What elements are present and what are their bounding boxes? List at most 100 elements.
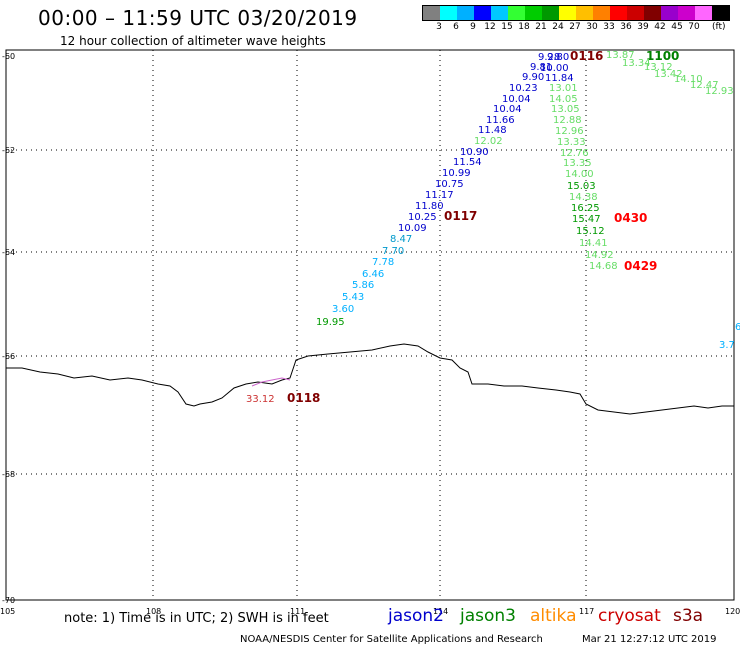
graticule bbox=[6, 50, 734, 600]
cryosat-track-segment bbox=[251, 377, 291, 387]
legend-swatch bbox=[440, 6, 457, 20]
map-title: 00:00 – 11:59 UTC 03/20/2019 bbox=[38, 6, 358, 30]
legend-swatch bbox=[491, 6, 508, 20]
lat-label: -66 bbox=[2, 352, 15, 361]
legend-label: 21 bbox=[535, 22, 547, 32]
wave-value: 7.78 bbox=[372, 257, 394, 268]
legend-swatch bbox=[457, 6, 474, 20]
wave-value: 12.47 bbox=[690, 80, 719, 91]
color-legend bbox=[422, 5, 730, 21]
legend-label: 9 bbox=[470, 22, 476, 32]
wave-value: 13.12 bbox=[644, 62, 673, 73]
wave-value: 9.28 bbox=[538, 52, 560, 63]
wave-value: 15.12 bbox=[576, 226, 605, 237]
legend-label: 6 bbox=[453, 22, 459, 32]
generated-timestamp: Mar 21 12:27:12 UTC 2019 bbox=[582, 634, 717, 645]
wave-value: 12.93 bbox=[705, 86, 734, 97]
legend-label: 42 bbox=[654, 22, 666, 32]
wave-value: 14.41 bbox=[579, 238, 608, 249]
wave-value: 14.05 bbox=[549, 94, 578, 105]
lon-label: 117 bbox=[579, 607, 594, 616]
satellite-altika: altika bbox=[530, 606, 577, 626]
legend-swatch bbox=[593, 6, 610, 20]
lat-label: -70 bbox=[2, 596, 15, 605]
map-subtitle: 12 hour collection of altimeter wave hei… bbox=[60, 34, 326, 48]
track-label: 0430 bbox=[614, 211, 647, 225]
legend-swatch bbox=[644, 6, 661, 20]
legend-swatch bbox=[610, 6, 627, 20]
lon-label: 114 bbox=[433, 607, 448, 616]
wave-value: 13.34 bbox=[622, 58, 651, 69]
wave-value: 11.80 bbox=[415, 201, 444, 212]
wave-value: 10.04 bbox=[493, 104, 522, 115]
antarctic-coastline bbox=[6, 343, 734, 415]
wave-value: 12.96 bbox=[555, 126, 584, 137]
lon-axis-labels: 105 108 111 114 117 120 bbox=[0, 607, 740, 616]
map-frame bbox=[5, 49, 735, 601]
satellite-jason3: jason3 bbox=[460, 606, 516, 626]
legend-label: 36 bbox=[620, 22, 632, 32]
wave-value: 11.66 bbox=[486, 115, 515, 126]
track-label: 0429 bbox=[624, 259, 657, 273]
footer-note: note: 1) Time is in UTC; 2) SWH is in fe… bbox=[64, 611, 329, 626]
credit-line: NOAA/NESDIS Center for Satellite Applica… bbox=[240, 634, 543, 645]
wave-value: 11.48 bbox=[478, 125, 507, 136]
wave-value: 11.84 bbox=[545, 73, 574, 84]
legend-swatch bbox=[695, 6, 712, 20]
legend-swatch bbox=[542, 6, 559, 20]
legend-unit: (ft) bbox=[712, 22, 726, 32]
satellite-cryosat: cryosat bbox=[598, 606, 661, 626]
legend-swatch bbox=[576, 6, 593, 20]
legend-label: 3 bbox=[436, 22, 442, 32]
wave-value: 13.33 bbox=[557, 137, 586, 148]
wave-value: 13.42 bbox=[654, 69, 683, 80]
legend-label: 70 bbox=[688, 22, 700, 32]
lat-axis-labels: -60 -62 -64 -66 -68 -70 bbox=[2, 52, 15, 605]
wave-value: 13.05 bbox=[551, 104, 580, 115]
wave-value: 7.70 bbox=[382, 246, 404, 257]
satellite-jason2: jason2 bbox=[388, 606, 444, 626]
wave-value: 3.60 bbox=[332, 304, 354, 315]
wave-value: 10.09 bbox=[398, 223, 427, 234]
wave-value: 10.23 bbox=[509, 83, 538, 94]
wave-value: 5.86 bbox=[352, 280, 374, 291]
legend-swatch bbox=[474, 6, 491, 20]
wave-value: 10.04 bbox=[502, 94, 531, 105]
wave-value: 13.87 bbox=[606, 50, 635, 61]
legend-label: 45 bbox=[671, 22, 683, 32]
wave-value: 13.35 bbox=[563, 158, 592, 169]
track-label: 0117 bbox=[444, 209, 477, 223]
wave-value: 13.01 bbox=[549, 83, 578, 94]
legend-label: 24 bbox=[552, 22, 564, 32]
legend-label: 33 bbox=[603, 22, 615, 32]
track-labels: 0116 1100 0117 0430 0429 0118 bbox=[287, 49, 679, 405]
track-label: 0118 bbox=[287, 391, 320, 405]
legend-swatch bbox=[508, 6, 525, 20]
jason3-light-values: 13.87 13.34 13.12 13.42 14.10 12.47 12.9… bbox=[474, 50, 734, 147]
lat-label: -62 bbox=[2, 146, 15, 155]
track-label: 0116 bbox=[570, 49, 603, 63]
wave-value: 10.00 bbox=[540, 63, 569, 74]
legend-labels: 3 6 9 12 15 18 21 24 27 30 33 36 39 42 45 70 (ft) bbox=[422, 22, 728, 34]
wave-value: 12.88 bbox=[553, 115, 582, 126]
wave-value: 9.81 bbox=[530, 62, 552, 73]
lon-label: 105 bbox=[0, 607, 15, 616]
wave-value: 5.43 bbox=[342, 292, 364, 303]
wave-value: 19.95 bbox=[316, 317, 345, 328]
lon-label: 108 bbox=[146, 607, 161, 616]
wave-value: 6 bbox=[735, 322, 740, 333]
lat-label: -68 bbox=[2, 470, 15, 479]
wave-value: 6.46 bbox=[362, 269, 384, 280]
legend-swatch bbox=[423, 6, 440, 20]
jason2-values: 9.28 9.80 9.81 10.00 9.90 11.84 10.23 10… bbox=[332, 52, 574, 315]
wave-value: 9.80 bbox=[547, 52, 569, 63]
legend-label: 18 bbox=[518, 22, 530, 32]
lon-label: 111 bbox=[290, 607, 305, 616]
cryosat-values: 33.12 bbox=[246, 394, 275, 405]
jason3-values: 13.01 14.05 13.05 12.88 12.96 13.33 12.7… bbox=[316, 83, 618, 328]
legend-label: 27 bbox=[569, 22, 581, 32]
lat-label: -60 bbox=[2, 52, 15, 61]
legend-swatch bbox=[661, 6, 678, 20]
